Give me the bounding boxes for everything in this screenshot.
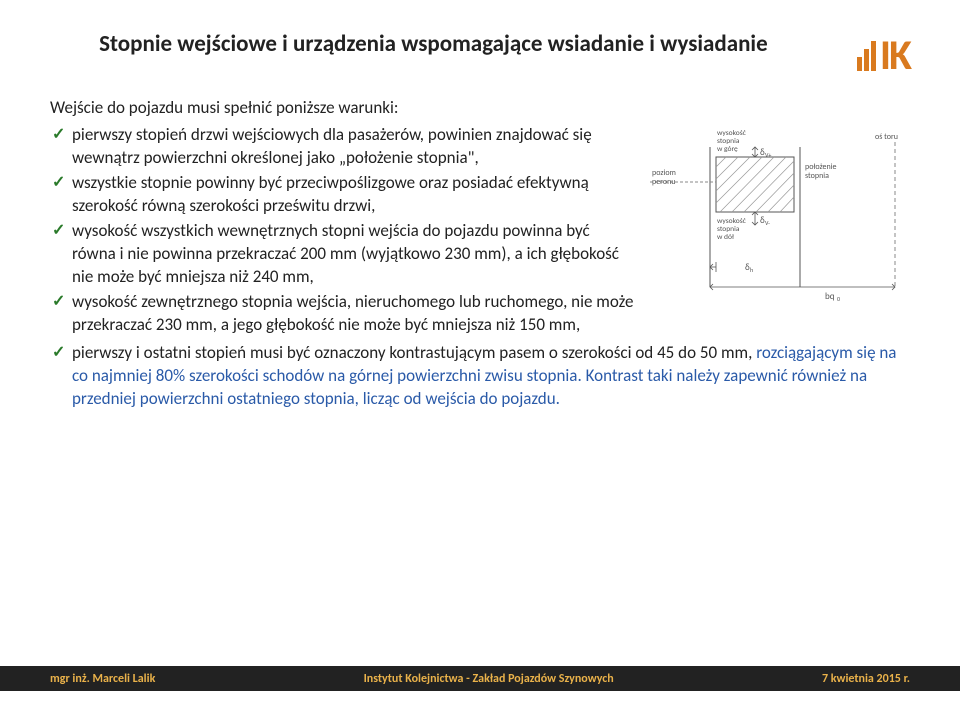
logo-text: IK	[880, 35, 910, 77]
list-item-full: pierwszy i ostatni stopień musi być ozna…	[50, 342, 910, 411]
bullet-list: pierwszy stopień drzwi wejściowych dla p…	[50, 124, 635, 336]
footer-date: 7 kwietnia 2015 r.	[822, 672, 910, 686]
footer-institute: Instytut Kolejnictwa - Zakład Pojazdów S…	[364, 672, 614, 686]
content-row: Wejście do pojazdu musi spełnić poniższe…	[50, 97, 910, 338]
svg-text:w dół: w dół	[717, 233, 734, 242]
list-item: wysokość zewnętrznego stopnia wejścia, n…	[50, 291, 635, 337]
svg-text:bq: bq	[825, 291, 835, 302]
slide-title: Stopnie wejściowe i urządzenia wspomagaj…	[50, 30, 857, 60]
list-item: wszystkie stopnie powinny być przeciwpoś…	[50, 172, 635, 218]
text-column: Wejście do pojazdu musi spełnić poniższe…	[50, 97, 635, 338]
svg-text:w górę: w górę	[717, 145, 738, 154]
diagram-column: poziom peronu wysokość stopnia w górę δV…	[650, 127, 910, 338]
logo-bars-icon	[857, 41, 876, 71]
svg-text:h: h	[750, 266, 753, 274]
lead-text: Wejście do pojazdu musi spełnić poniższe…	[50, 97, 635, 118]
logo: IK	[857, 35, 910, 77]
step-position-diagram: poziom peronu wysokość stopnia w górę δV…	[650, 127, 905, 302]
svg-text:stopnia: stopnia	[805, 171, 829, 181]
list-item: wysokość wszystkich wewnętrznych stopni …	[50, 220, 635, 289]
slide: Stopnie wejściowe i urządzenia wspomagaj…	[0, 0, 960, 716]
list-item: pierwszy stopień drzwi wejściowych dla p…	[50, 124, 635, 170]
footer-author: mgr inż. Marceli Lalik	[50, 672, 155, 686]
svg-text:V+: V+	[765, 151, 771, 159]
svg-text:peronu: peronu	[652, 177, 675, 187]
svg-text:V-: V-	[765, 219, 770, 227]
footer-bar: mgr inż. Marceli Lalik Instytut Kolejnic…	[0, 666, 960, 691]
svg-text:0: 0	[837, 295, 840, 302]
svg-text:oś toru: oś toru	[875, 132, 898, 142]
bullet-text-pre: pierwszy i ostatni stopień musi być ozna…	[72, 342, 756, 363]
header-row: Stopnie wejściowe i urządzenia wspomagaj…	[50, 30, 910, 77]
